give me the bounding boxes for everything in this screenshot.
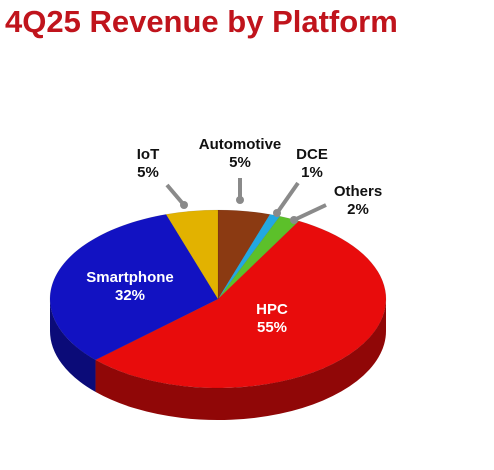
leader-line	[165, 183, 186, 207]
pie-slice	[217, 209, 271, 300]
leader-dot	[290, 216, 298, 224]
value-label: 5%	[229, 154, 251, 171]
slice-top	[49, 214, 219, 361]
category-label: DCE	[296, 146, 328, 163]
category-label: Others	[334, 183, 382, 200]
chart-title: 4Q25 Revenue by Platform	[5, 4, 398, 39]
slice-side	[50, 299, 96, 392]
category-label: Automotive	[199, 136, 282, 153]
leader-dot	[273, 209, 281, 217]
slice-side	[95, 299, 387, 420]
category-label: HPC	[256, 301, 288, 318]
pie-slice	[49, 214, 219, 392]
value-label: 5%	[137, 164, 159, 181]
slice-top	[217, 209, 271, 300]
category-label: Smartphone	[86, 269, 174, 286]
category-label: IoT	[137, 146, 160, 163]
value-label: 1%	[301, 164, 323, 181]
value-label: 55%	[257, 319, 287, 336]
leader-dot	[180, 201, 188, 209]
slice-top	[94, 220, 387, 389]
slice-top	[217, 215, 300, 300]
leader-line	[275, 181, 300, 215]
value-label: 32%	[115, 287, 145, 304]
pie-slice	[165, 209, 219, 300]
leader-dot	[236, 196, 244, 204]
leader-line	[293, 203, 327, 222]
value-label: 2%	[347, 201, 369, 218]
slice-top	[165, 209, 219, 300]
pie-slice	[217, 215, 300, 300]
pie-slice	[94, 220, 387, 420]
